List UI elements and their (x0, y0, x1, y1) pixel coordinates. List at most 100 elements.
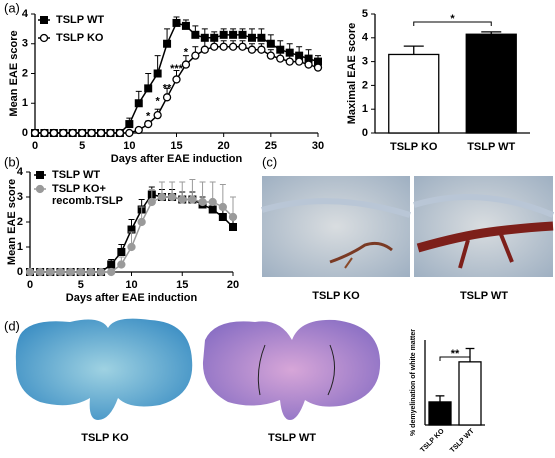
data-point (56, 267, 65, 277)
x-tick-label: 25 (265, 140, 277, 152)
y-tick-label: 3 (17, 191, 23, 203)
x-tick-label: TSLP KO (390, 141, 438, 153)
data-point (228, 212, 238, 222)
legend-label: TSLP WT (52, 169, 101, 181)
data-point (285, 48, 294, 57)
panel-label: (b) (4, 154, 20, 169)
data-point (210, 42, 219, 51)
data-point (36, 267, 45, 277)
data-point (276, 54, 285, 63)
data-point (87, 128, 96, 138)
data-point (172, 75, 181, 84)
legend-label: TSLP WT (56, 14, 105, 26)
data-point (68, 128, 77, 138)
y-axis-label: Maximal EAE score (346, 23, 358, 125)
data-point (46, 267, 55, 277)
legend-label: TSLP KO+ recomb.TSLP (52, 183, 123, 207)
data-point (117, 260, 126, 269)
significance-bracket (439, 356, 471, 361)
data-point (147, 197, 156, 207)
x-axis-label: Days after EAE induction (66, 292, 198, 304)
data-point (167, 192, 177, 202)
data-point (266, 51, 275, 60)
data-point (49, 128, 59, 138)
data-point (144, 84, 153, 93)
data-point (285, 57, 294, 66)
x-tick-label: 15 (170, 140, 182, 152)
data-point (229, 223, 237, 231)
data-point (134, 99, 143, 108)
data-point (59, 128, 68, 138)
data-point (257, 33, 266, 42)
data-point (191, 30, 200, 39)
data-point (181, 60, 191, 69)
x-tick-label: 10 (123, 140, 135, 152)
significance-annotation: * (184, 47, 189, 59)
data-point (208, 205, 217, 214)
x-tick-label: TSLP WT (467, 141, 515, 153)
data-point (238, 42, 247, 51)
y-tick-label: 4 (22, 8, 29, 20)
y-tick-label: 2 (362, 79, 368, 91)
panel-label: (c) (262, 154, 277, 169)
data-point (96, 267, 106, 277)
y-axis-label: Mean EAE score (6, 179, 18, 265)
data-point (266, 39, 275, 48)
data-point (134, 125, 143, 135)
data-point (162, 93, 172, 102)
data-point (137, 217, 146, 227)
data-point (66, 267, 75, 277)
y-axis-label: Mean EAE score (8, 30, 20, 116)
data-point (191, 51, 200, 60)
y-tick-label: 0 (362, 127, 368, 139)
image-caption: TSLP KO (81, 432, 129, 444)
y-tick-label: 3 (22, 38, 28, 50)
legend-marker (40, 16, 48, 24)
data-point (228, 42, 238, 51)
data-point (163, 39, 172, 48)
panel-label: (a) (4, 0, 20, 15)
x-axis-label: Days after EAE induction (111, 153, 243, 165)
data-point (153, 111, 162, 120)
significance-annotation: * (146, 111, 151, 123)
y-tick-label: 2 (22, 67, 28, 79)
data-point (117, 248, 126, 256)
data-point (106, 128, 115, 138)
data-point (157, 192, 167, 202)
data-point (238, 30, 247, 39)
y-tick-label: 1 (22, 97, 28, 109)
legend-label: TSLP KO (56, 32, 104, 44)
x-tick-label: 5 (78, 279, 84, 291)
data-point (125, 128, 134, 138)
data-point (198, 197, 207, 207)
significance-annotation: *** (170, 63, 184, 75)
legend-marker (36, 171, 44, 179)
series-line (35, 45, 319, 134)
panel-label: (d) (4, 318, 20, 333)
y-tick-label: 2 (17, 216, 23, 228)
y-tick-label: 4 (362, 32, 369, 44)
data-point (304, 60, 313, 69)
data-point (219, 42, 228, 51)
data-point (294, 57, 304, 66)
y-tick-label: 4 (17, 166, 24, 178)
y-tick-label: 3 (362, 56, 368, 68)
tissue-image (15, 318, 193, 420)
data-point (178, 195, 187, 204)
data-point (219, 30, 228, 39)
data-point (125, 120, 134, 129)
data-point (247, 33, 256, 42)
data-point (115, 128, 125, 138)
x-tick-label: 5 (79, 140, 85, 152)
x-tick-label: 10 (125, 279, 137, 291)
data-point (188, 195, 197, 204)
x-tick-label: TSLP KO (419, 427, 446, 454)
data-point (257, 45, 266, 54)
data-point (76, 267, 85, 277)
data-point (78, 128, 87, 138)
data-point (86, 267, 96, 277)
data-point (153, 69, 162, 78)
data-point (107, 267, 116, 277)
